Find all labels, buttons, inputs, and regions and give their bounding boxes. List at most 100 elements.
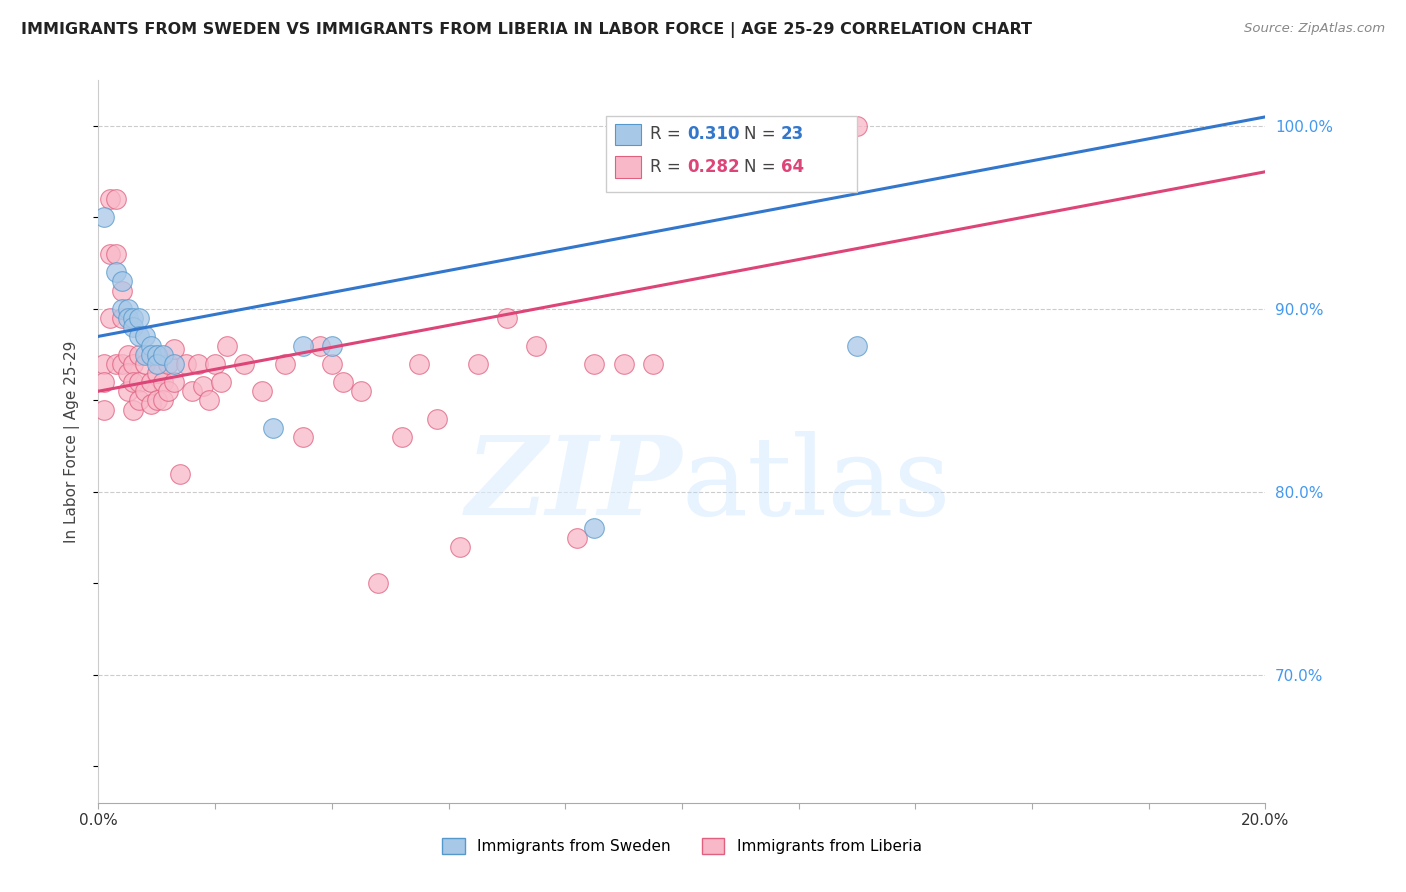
Point — [134, 329, 156, 343]
Point — [111, 301, 134, 316]
Point — [111, 275, 134, 289]
Point — [233, 357, 256, 371]
Point — [128, 311, 150, 326]
Point — [93, 211, 115, 225]
Point — [309, 338, 332, 352]
Point — [262, 421, 284, 435]
Point — [122, 375, 145, 389]
Point — [332, 375, 354, 389]
Point — [139, 375, 162, 389]
FancyBboxPatch shape — [616, 156, 641, 178]
FancyBboxPatch shape — [616, 124, 641, 145]
Point — [104, 357, 127, 371]
Point — [163, 342, 186, 356]
Point — [117, 311, 139, 326]
Point — [174, 357, 197, 371]
Point — [122, 402, 145, 417]
Text: R =: R = — [651, 126, 686, 144]
Point — [198, 393, 221, 408]
Point — [391, 430, 413, 444]
Y-axis label: In Labor Force | Age 25-29: In Labor Force | Age 25-29 — [63, 341, 80, 542]
Point — [93, 375, 115, 389]
Point — [139, 348, 162, 362]
Point — [565, 531, 588, 545]
Point — [134, 384, 156, 399]
Point — [846, 119, 869, 133]
Text: Source: ZipAtlas.com: Source: ZipAtlas.com — [1244, 22, 1385, 36]
Point — [128, 348, 150, 362]
Point — [122, 357, 145, 371]
Point — [180, 384, 202, 399]
Point — [250, 384, 273, 399]
Point — [117, 301, 139, 316]
Point — [134, 357, 156, 371]
Point — [98, 247, 121, 261]
Point — [157, 384, 180, 399]
Point — [641, 357, 664, 371]
Point — [98, 192, 121, 206]
Point — [524, 338, 547, 352]
Point — [146, 393, 169, 408]
Legend: Immigrants from Sweden, Immigrants from Liberia: Immigrants from Sweden, Immigrants from … — [436, 832, 928, 860]
Point — [122, 311, 145, 326]
Point — [104, 192, 127, 206]
Point — [408, 357, 430, 371]
Point — [274, 357, 297, 371]
Point — [146, 366, 169, 380]
Point — [139, 338, 162, 352]
Point — [111, 357, 134, 371]
Point — [152, 375, 174, 389]
Point — [449, 540, 471, 554]
Point — [128, 375, 150, 389]
Point — [215, 338, 238, 352]
Text: R =: R = — [651, 158, 686, 176]
Text: N =: N = — [744, 158, 780, 176]
Point — [146, 348, 169, 362]
Point — [204, 357, 226, 371]
Point — [104, 265, 127, 279]
Text: 64: 64 — [782, 158, 804, 176]
Text: 23: 23 — [782, 126, 804, 144]
Point — [157, 357, 180, 371]
Point — [117, 384, 139, 399]
Point — [93, 357, 115, 371]
Point — [152, 348, 174, 362]
Point — [350, 384, 373, 399]
Point — [187, 357, 209, 371]
Point — [152, 393, 174, 408]
Point — [93, 402, 115, 417]
Point — [583, 521, 606, 535]
Point — [209, 375, 232, 389]
Point — [163, 357, 186, 371]
Point — [583, 357, 606, 371]
Point — [163, 375, 186, 389]
Text: 0.310: 0.310 — [688, 126, 740, 144]
Text: N =: N = — [744, 126, 780, 144]
Text: 0.282: 0.282 — [688, 158, 741, 176]
Point — [134, 348, 156, 362]
Point — [128, 329, 150, 343]
Point — [104, 247, 127, 261]
Text: IMMIGRANTS FROM SWEDEN VS IMMIGRANTS FROM LIBERIA IN LABOR FORCE | AGE 25-29 COR: IMMIGRANTS FROM SWEDEN VS IMMIGRANTS FRO… — [21, 22, 1032, 38]
Point — [169, 467, 191, 481]
Point — [117, 366, 139, 380]
Point — [291, 430, 314, 444]
Text: atlas: atlas — [682, 432, 952, 539]
Point — [98, 311, 121, 326]
Point — [193, 378, 215, 392]
Point — [128, 393, 150, 408]
Point — [367, 576, 389, 591]
Point — [146, 348, 169, 362]
Point — [291, 338, 314, 352]
Point — [496, 311, 519, 326]
Point — [139, 397, 162, 411]
Point — [321, 357, 343, 371]
Point — [117, 348, 139, 362]
Point — [111, 284, 134, 298]
Point — [321, 338, 343, 352]
Text: ZIP: ZIP — [465, 431, 682, 539]
Point — [612, 357, 634, 371]
Point — [111, 311, 134, 326]
FancyBboxPatch shape — [606, 117, 858, 193]
Point — [426, 411, 449, 425]
